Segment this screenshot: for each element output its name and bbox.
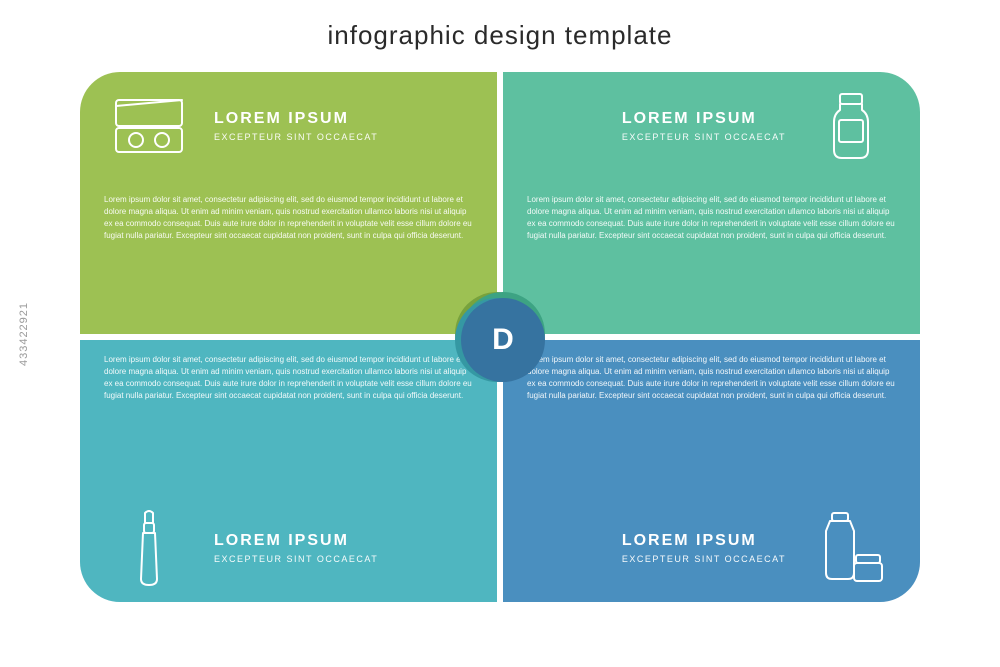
card-a-subheading: EXCEPTEUR SINT OCCAECAT	[214, 132, 378, 142]
card-b: LOREM IPSUM EXCEPTEUR SINT OCCAECAT Lore…	[503, 72, 920, 334]
badge-d: D	[461, 298, 545, 382]
card-c: LOREM IPSUM EXCEPTEUR SINT OCCAECAT Lore…	[80, 340, 497, 602]
page-title: infographic design template	[0, 20, 1000, 51]
mouthwash-bottle-icon	[806, 90, 896, 162]
card-c-body: Lorem ipsum dolor sit amet, consectetur …	[80, 340, 497, 494]
card-d-subheading: EXCEPTEUR SINT OCCAECAT	[622, 554, 786, 564]
card-a-header: LOREM IPSUM EXCEPTEUR SINT OCCAECAT	[80, 72, 497, 180]
card-b-body: Lorem ipsum dolor sit amet, consectetur …	[503, 180, 920, 334]
eyeshadow-palette-icon	[104, 96, 194, 156]
infographic-grid: LOREM IPSUM EXCEPTEUR SINT OCCAECAT Lore…	[80, 72, 920, 602]
card-b-subheading: EXCEPTEUR SINT OCCAECAT	[622, 132, 786, 142]
card-c-subheading: EXCEPTEUR SINT OCCAECAT	[214, 554, 378, 564]
card-a: LOREM IPSUM EXCEPTEUR SINT OCCAECAT Lore…	[80, 72, 497, 334]
card-d: LOREM IPSUM EXCEPTEUR SINT OCCAECAT Lore…	[503, 340, 920, 602]
card-b-header: LOREM IPSUM EXCEPTEUR SINT OCCAECAT	[503, 72, 920, 180]
card-a-heading: LOREM IPSUM	[214, 110, 378, 128]
card-a-body: Lorem ipsum dolor sit amet, consectetur …	[80, 180, 497, 334]
card-d-heading: LOREM IPSUM	[622, 532, 757, 550]
mascara-tube-icon	[104, 507, 194, 589]
card-b-heading: LOREM IPSUM	[622, 110, 757, 128]
lotion-set-icon	[806, 509, 896, 587]
watermark-id: 433422921	[18, 301, 30, 365]
card-c-header: LOREM IPSUM EXCEPTEUR SINT OCCAECAT	[80, 494, 497, 602]
card-d-header: LOREM IPSUM EXCEPTEUR SINT OCCAECAT	[503, 494, 920, 602]
card-c-heading: LOREM IPSUM	[214, 532, 378, 550]
card-d-body: Lorem ipsum dolor sit amet, consectetur …	[503, 340, 920, 494]
